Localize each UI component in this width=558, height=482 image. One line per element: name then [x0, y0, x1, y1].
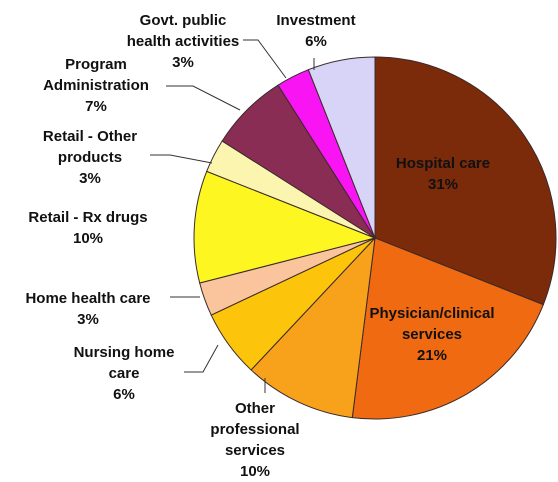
- pie-slice-physician-clinical-services: [351, 237, 544, 420]
- slice-label-line: Retail - Rx drugs: [28, 209, 147, 226]
- slice-label-govt-public-health-activities: Govt. public health activities 3%: [127, 12, 240, 71]
- slice-label-line: Investment: [276, 12, 355, 29]
- slice-label-line: Home health care: [25, 290, 150, 307]
- slice-label-line: 3%: [79, 170, 101, 187]
- slice-label-line: 6%: [305, 33, 327, 50]
- slice-label-investment: Investment 6%: [276, 12, 355, 50]
- slice-label-program-administration: Program Administration 7%: [43, 56, 149, 115]
- slice-label-line: Nursing home: [74, 344, 175, 361]
- slice-label-line: services: [225, 442, 285, 459]
- slice-label-line: 10%: [240, 463, 270, 480]
- leader-line-nursing-home-care: [184, 344, 219, 373]
- pie-slice-retail-rx-drugs: [193, 170, 377, 284]
- slice-labels: Hospital care 31% Physician/clinical servic…: [25, 12, 494, 480]
- slice-label-line: Other: [235, 400, 275, 417]
- slice-label-line: products: [58, 149, 122, 166]
- slice-label-line: 3%: [77, 311, 99, 328]
- slice-label-other-professional-services: Other professional services 10%: [210, 400, 299, 480]
- slice-label-nursing-home-care: Nursing home care 6%: [74, 344, 175, 403]
- pie-slice-other-professional-services: [250, 236, 376, 419]
- slice-label-line: Physician/clinical: [369, 305, 494, 322]
- slice-label-line: 6%: [113, 386, 135, 403]
- slice-label-line: health activities: [127, 33, 240, 50]
- slice-label-line: Hospital care: [396, 155, 490, 172]
- leader-line-program-administration: [166, 85, 241, 111]
- slice-label-line: 10%: [73, 230, 103, 247]
- pie-slice-hospital-care: [374, 56, 557, 306]
- slice-label-line: Retail - Other: [43, 128, 137, 145]
- slice-label-line: services: [402, 326, 462, 343]
- leader-line-govt-public-health-activities: [243, 39, 287, 79]
- slice-label-line: 31%: [428, 176, 458, 193]
- slice-label-physician-clinical-services: Physician/clinical services 21%: [369, 305, 494, 364]
- slice-label-line: 7%: [85, 98, 107, 115]
- slice-label-retail-rx-drugs: Retail - Rx drugs 10%: [28, 209, 147, 247]
- slice-label-line: professional: [210, 421, 299, 438]
- slice-label-line: Govt. public: [140, 12, 227, 29]
- slice-label-line: Administration: [43, 77, 149, 94]
- pie-slices: [193, 56, 557, 420]
- slice-label-home-health-care: Home health care 3%: [25, 290, 150, 328]
- slice-label-line: Program: [65, 56, 127, 73]
- slice-label-line: 21%: [417, 347, 447, 364]
- slice-label-hospital-care: Hospital care 31%: [396, 155, 490, 193]
- slice-label-line: 3%: [172, 54, 194, 71]
- pie-slice-investment: [307, 56, 376, 239]
- slice-label-retail-other-products: Retail - Other products 3%: [43, 128, 137, 187]
- leader-line-retail-other-products: [150, 154, 213, 164]
- slice-label-line: care: [109, 365, 140, 382]
- leader-lines: [150, 39, 315, 393]
